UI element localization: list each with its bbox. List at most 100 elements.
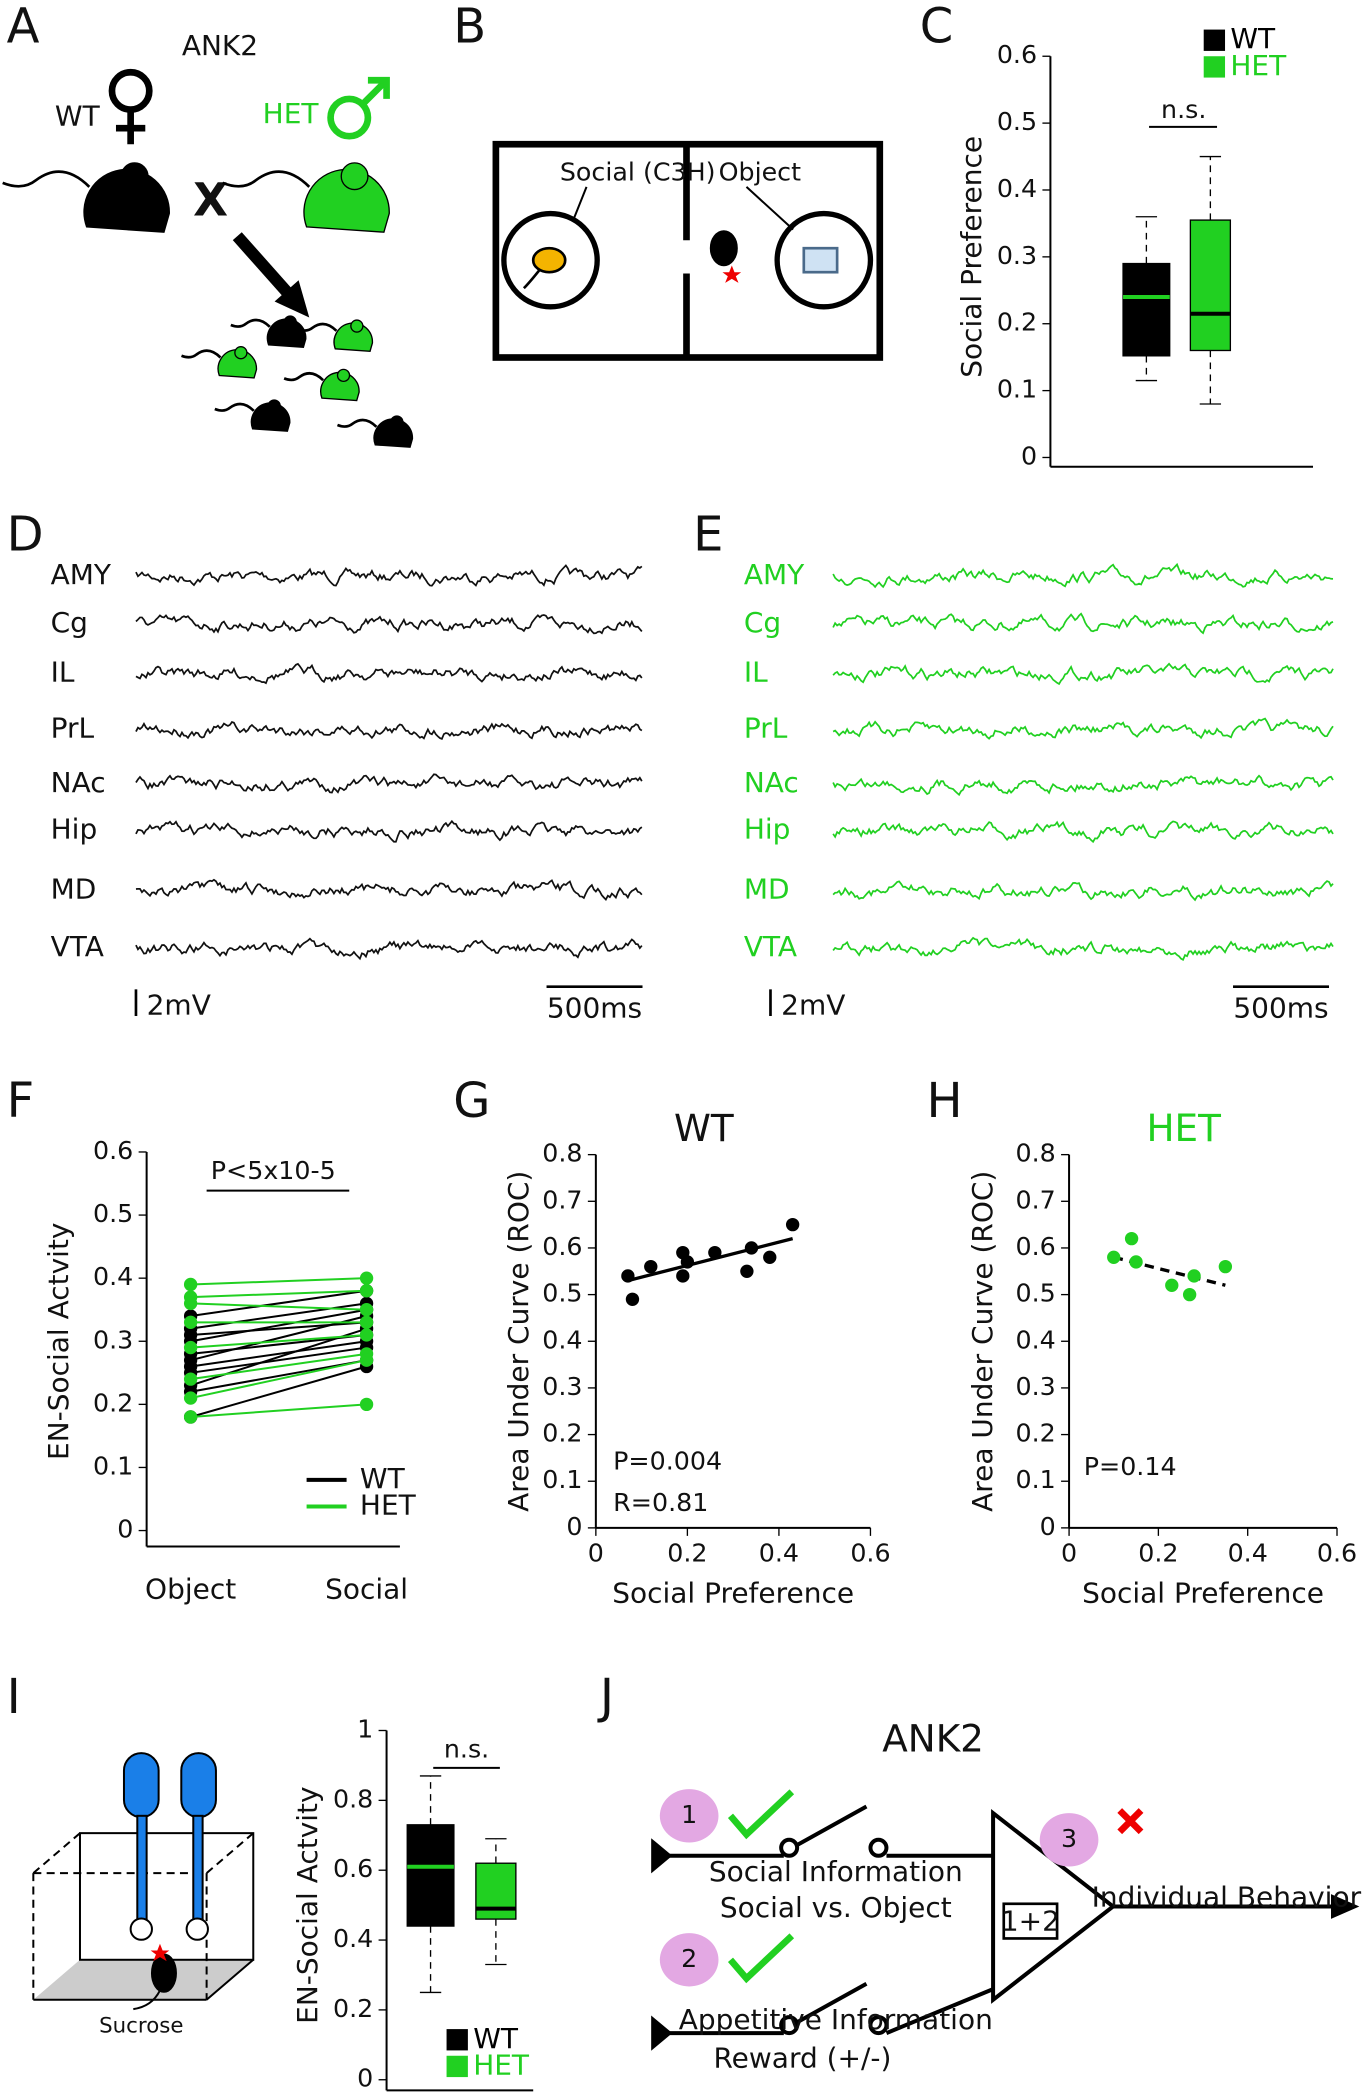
pair-line xyxy=(190,1340,367,1368)
cross-label: X xyxy=(193,173,228,226)
male-label: HET xyxy=(263,97,320,130)
pair-line xyxy=(190,1289,367,1299)
lfp-trace xyxy=(135,773,643,794)
y-tick-label: 0.2 xyxy=(333,1993,373,2023)
sum-label: 1+2 xyxy=(1001,1904,1060,1937)
y-tick-label: 0.2 xyxy=(1015,1418,1055,1448)
lfp-trace xyxy=(135,878,643,901)
female-label: WT xyxy=(55,100,101,133)
region-label: Cg xyxy=(51,606,88,639)
mouse-tail xyxy=(336,418,378,428)
pair-line xyxy=(190,1321,367,1336)
point xyxy=(359,1284,374,1298)
legend-label: HET xyxy=(360,1489,417,1522)
y-tick-label: 0.5 xyxy=(93,1198,133,1228)
region-label: NAc xyxy=(51,766,106,799)
mouse-ear xyxy=(350,319,364,333)
y-tick-label: 0.8 xyxy=(333,1783,373,1813)
point xyxy=(359,1303,374,1317)
sex-symbols xyxy=(108,68,390,145)
star xyxy=(722,265,742,283)
point xyxy=(625,1292,640,1306)
lfp-trace xyxy=(832,880,1334,902)
point xyxy=(740,1264,754,1278)
y-tick-label: 0.8 xyxy=(1015,1138,1055,1168)
arrow-head xyxy=(274,280,310,318)
mouse-ear xyxy=(283,315,297,329)
region-label: NAc xyxy=(744,766,799,799)
region-label: Hip xyxy=(744,813,791,846)
x-tick-label: Object xyxy=(145,1573,236,1606)
y-tick-label: 1 xyxy=(357,1714,373,1744)
stimulus-label: Sucrose xyxy=(99,2013,183,2038)
point xyxy=(183,1410,198,1424)
region-label: MD xyxy=(744,873,790,906)
box xyxy=(406,1824,455,1927)
pair-line xyxy=(190,1352,367,1381)
mouse-tail xyxy=(296,322,338,332)
legend-swatch xyxy=(446,2029,468,2051)
y-tick-label: 0.4 xyxy=(93,1261,133,1291)
mouse-ear xyxy=(120,162,149,191)
y-tick-label: 0.6 xyxy=(1015,1231,1055,1261)
mouse-tail xyxy=(180,349,222,359)
arrow xyxy=(232,232,296,301)
circuit xyxy=(651,1789,1360,2051)
point xyxy=(1218,1259,1233,1274)
annotation: n.s. xyxy=(444,1733,489,1763)
pair-line xyxy=(190,1403,367,1418)
lfp-trace xyxy=(832,662,1334,686)
y-tick-label: 0 xyxy=(357,2063,373,2093)
lfp-trace xyxy=(135,937,643,961)
voltage-scale: 2mV xyxy=(781,989,845,1022)
y-axis-label: Area Under Curve (ROC) xyxy=(966,1171,999,1512)
y-tick-label: 0.3 xyxy=(1015,1371,1055,1401)
point xyxy=(359,1315,374,1329)
region-label: AMY xyxy=(744,558,805,591)
y-tick-label: 0.4 xyxy=(997,173,1037,203)
y-tick-label: 0 xyxy=(117,1514,133,1544)
point xyxy=(359,1397,374,1412)
pair-line xyxy=(190,1289,367,1318)
chart-title: WT xyxy=(674,1106,734,1150)
arena xyxy=(492,140,884,361)
legend-label: WT xyxy=(360,1462,406,1495)
pair-line xyxy=(190,1346,367,1374)
point xyxy=(1107,1250,1121,1264)
y-tick-label: 0.4 xyxy=(1015,1324,1055,1354)
y-tick-label: 0.1 xyxy=(542,1464,582,1494)
y-axis-label: Area Under Curve (ROC) xyxy=(502,1171,535,1512)
y-tick-label: 0.6 xyxy=(333,1853,373,1883)
x-tick-label: 0.4 xyxy=(1228,1538,1268,1568)
step-number: 1 xyxy=(681,1799,697,1829)
point xyxy=(183,1340,198,1355)
x-tick-label: 0.2 xyxy=(1138,1538,1178,1568)
lfp-trace xyxy=(135,564,643,587)
region-label: VTA xyxy=(51,930,104,963)
x-tick-label: 0.6 xyxy=(850,1538,890,1568)
panel-label: H xyxy=(926,1073,962,1129)
panel-label: C xyxy=(920,0,954,55)
lfp-trace xyxy=(832,936,1334,961)
mouse-ear xyxy=(390,415,404,429)
legend-label: WT xyxy=(1230,22,1276,55)
region-label: IL xyxy=(51,655,75,688)
panel-label: E xyxy=(693,506,723,562)
point xyxy=(1182,1287,1197,1302)
pair-line xyxy=(190,1315,367,1362)
pair-line xyxy=(190,1365,367,1418)
y-tick-label: 0 xyxy=(1021,440,1037,470)
fit-line xyxy=(627,1237,794,1283)
point xyxy=(359,1328,374,1342)
lfp-trace xyxy=(135,721,643,740)
gene-label: ANK2 xyxy=(182,29,258,62)
panel-label: G xyxy=(453,1073,490,1129)
y-tick-label: 0.3 xyxy=(542,1371,582,1401)
object-label: Object xyxy=(719,157,802,187)
mouse-tail xyxy=(230,318,271,328)
y-tick-label: 0.3 xyxy=(997,240,1037,270)
y-tick-label: 0.6 xyxy=(542,1231,582,1261)
time-scale: 500ms xyxy=(547,991,642,1024)
y-tick-label: 0.1 xyxy=(1015,1464,1055,1494)
